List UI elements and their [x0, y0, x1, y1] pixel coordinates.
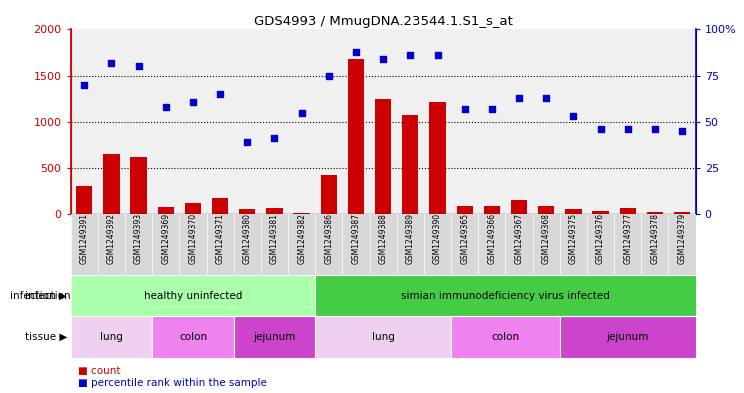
- Text: colon: colon: [179, 332, 207, 342]
- Text: ■ count: ■ count: [78, 366, 121, 376]
- Bar: [239, 209, 255, 214]
- Text: colon: colon: [491, 332, 519, 342]
- Point: [486, 106, 498, 112]
- Bar: [565, 209, 582, 214]
- Text: simian immunodeficiency virus infected: simian immunodeficiency virus infected: [401, 291, 610, 301]
- Bar: [266, 208, 283, 214]
- Point: [323, 72, 335, 79]
- Text: infection ▶: infection ▶: [10, 291, 67, 301]
- Point: [432, 52, 443, 59]
- Bar: [234, 316, 315, 358]
- Bar: [315, 275, 696, 316]
- Bar: [375, 99, 391, 214]
- Bar: [451, 316, 559, 358]
- Bar: [315, 316, 451, 358]
- Bar: [348, 59, 364, 214]
- Point: [241, 139, 253, 145]
- Point: [594, 126, 606, 132]
- Text: jejunum: jejunum: [253, 332, 295, 342]
- Title: GDS4993 / MmugDNA.23544.1.S1_s_at: GDS4993 / MmugDNA.23544.1.S1_s_at: [254, 15, 513, 28]
- Text: jejunum: jejunum: [606, 332, 649, 342]
- Point: [405, 52, 417, 59]
- Point: [187, 98, 199, 105]
- Bar: [592, 211, 609, 214]
- Bar: [130, 157, 147, 214]
- Point: [160, 104, 172, 110]
- Point: [513, 95, 525, 101]
- Bar: [429, 101, 446, 214]
- Bar: [620, 208, 636, 214]
- Bar: [76, 186, 92, 214]
- Text: infection: infection: [25, 291, 71, 301]
- Text: lung: lung: [372, 332, 394, 342]
- Bar: [457, 206, 473, 214]
- Bar: [647, 212, 663, 214]
- Bar: [511, 200, 527, 214]
- Text: healthy uninfected: healthy uninfected: [144, 291, 242, 301]
- Point: [676, 128, 688, 134]
- Bar: [103, 154, 120, 214]
- Point: [214, 91, 226, 97]
- Bar: [71, 316, 153, 358]
- Point: [269, 135, 280, 141]
- Bar: [484, 206, 500, 214]
- Bar: [71, 275, 315, 316]
- Bar: [212, 198, 228, 214]
- Bar: [674, 212, 690, 214]
- Point: [132, 63, 144, 70]
- Text: tissue ▶: tissue ▶: [25, 332, 67, 342]
- Bar: [153, 316, 234, 358]
- Point: [649, 126, 661, 132]
- Bar: [321, 175, 337, 214]
- Bar: [538, 206, 554, 214]
- Bar: [403, 116, 418, 214]
- Bar: [559, 316, 696, 358]
- Point: [377, 56, 389, 62]
- Point: [568, 113, 580, 119]
- Bar: [185, 203, 201, 214]
- Point: [78, 82, 90, 88]
- Point: [622, 126, 634, 132]
- Bar: [158, 207, 174, 214]
- Bar: [293, 213, 310, 214]
- Text: ■ percentile rank within the sample: ■ percentile rank within the sample: [78, 378, 267, 388]
- Text: lung: lung: [100, 332, 123, 342]
- Point: [540, 95, 552, 101]
- Point: [350, 48, 362, 55]
- Point: [106, 60, 118, 66]
- Point: [295, 109, 307, 116]
- Point: [459, 106, 471, 112]
